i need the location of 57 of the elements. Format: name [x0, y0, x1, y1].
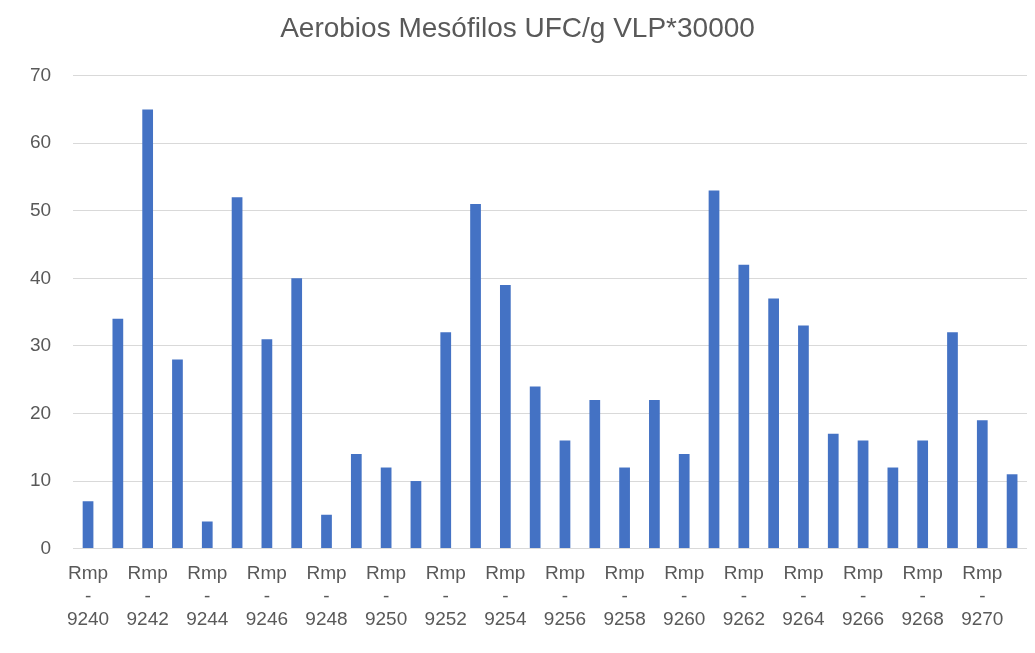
bar: [649, 399, 660, 549]
x-tick-label: Rmp - 9240: [66, 562, 110, 629]
bar: [619, 467, 630, 549]
x-tick-label: Rmp - 9268: [901, 562, 944, 629]
y-tick-label: 40: [29, 266, 52, 288]
y-tick-label: 30: [29, 334, 52, 356]
x-tick-label: Rmp - 9242: [126, 562, 169, 629]
bar: [410, 481, 422, 549]
bar: [231, 197, 243, 549]
x-tick-label: Rmp - 9252: [424, 562, 467, 629]
x-tick-label: Rmp - 9260: [663, 562, 706, 629]
bar: [261, 339, 273, 549]
bar: [857, 440, 869, 549]
bar: [768, 298, 779, 549]
y-tick-label: 0: [40, 536, 52, 558]
bar: [321, 514, 332, 549]
x-tick-label: Rmp - 9258: [603, 562, 646, 629]
bar: [291, 278, 303, 549]
y-tick-label: 50: [29, 198, 52, 220]
x-tick-label: Rmp - 9246: [245, 562, 289, 629]
y-tick-label: 60: [29, 131, 52, 153]
bar: [142, 109, 154, 549]
x-tick-label: Rmp - 9262: [722, 562, 765, 629]
bar: [947, 332, 958, 549]
bar: [827, 433, 839, 549]
x-tick-label: Rmp - 9254: [484, 562, 527, 629]
chart-title: Aerobios Mesófilos UFC/g VLP*30000: [280, 11, 755, 43]
bar: [440, 332, 452, 549]
bar: [589, 399, 601, 549]
bar: [470, 203, 481, 549]
x-tick-label: Rmp - 9244: [186, 562, 229, 629]
bar: [798, 325, 809, 549]
bar: [499, 285, 511, 549]
bar: [172, 359, 183, 549]
x-tick-label: Rmp - 9270: [961, 562, 1004, 629]
bar: [82, 501, 94, 549]
x-tick-label: Rmp - 9250: [364, 562, 408, 629]
bar: [201, 521, 213, 549]
y-tick-label: 70: [29, 63, 52, 85]
bar: [559, 440, 571, 549]
x-tick-label: Rmp - 9266: [841, 562, 885, 629]
bar: [917, 440, 929, 549]
bar: [976, 420, 988, 549]
x-tick-label: Rmp - 9264: [782, 562, 825, 629]
bar: [738, 264, 750, 549]
x-tick-label: Rmp - 9256: [543, 562, 587, 629]
bar: [529, 386, 541, 549]
y-tick-label: 10: [29, 469, 52, 491]
bar: [112, 318, 124, 549]
bar: [708, 190, 720, 549]
bar: [380, 467, 392, 549]
bar: [678, 454, 690, 549]
bar: [350, 454, 362, 549]
x-tick-label: Rmp - 9248: [305, 562, 348, 629]
bar: [887, 467, 899, 549]
y-tick-label: 20: [29, 401, 52, 423]
bar: [1006, 474, 1018, 549]
